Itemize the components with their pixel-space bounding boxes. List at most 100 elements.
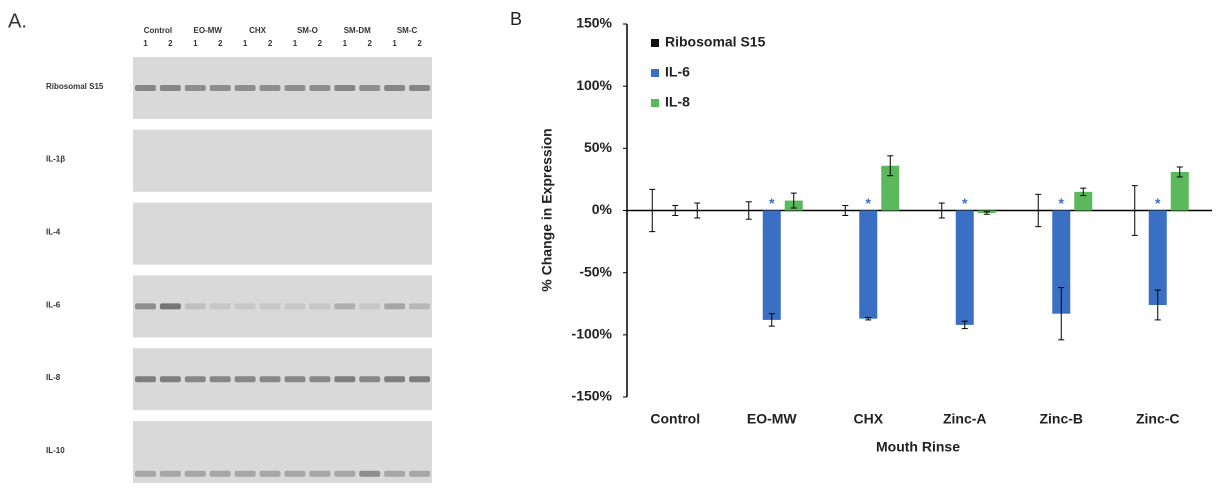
gel-band: [359, 85, 380, 91]
gel-band: [185, 471, 206, 477]
y-tick-label: -50%: [579, 263, 612, 279]
x-tick-label: Control: [650, 411, 700, 427]
lane-label: 2: [417, 39, 422, 48]
gel-band: [260, 85, 281, 91]
x-tick-label: Zinc-C: [1136, 411, 1180, 427]
gel-band: [285, 376, 306, 382]
panel-b: B Mouth Rinse % Change in Expression -15…: [510, 9, 1212, 455]
gel-band: [235, 471, 256, 477]
gel-band: [409, 303, 430, 309]
gel-band: [260, 376, 281, 382]
y-tick-label: 50%: [584, 139, 613, 155]
gel-band: [185, 303, 206, 309]
lane-label: 2: [367, 39, 372, 48]
lane-group-label: Control: [144, 26, 172, 35]
gel-band: [409, 376, 430, 382]
gel-band: [309, 471, 330, 477]
bar: [859, 211, 877, 319]
gel-band: [210, 471, 231, 477]
y-tick-label: -100%: [572, 326, 613, 342]
lane-label: 2: [168, 39, 173, 48]
lane-label: 1: [293, 39, 298, 48]
lane-group-label: SM-C: [397, 26, 418, 35]
gel-band: [160, 303, 181, 309]
panel-label: A.: [8, 10, 27, 32]
gel-band: [285, 85, 306, 91]
legend-swatch: [651, 69, 659, 77]
gel-band: [210, 303, 231, 309]
legend-label: IL-6: [665, 64, 690, 80]
row-label: IL-6: [46, 300, 61, 309]
gel-band: [285, 471, 306, 477]
lane-label: 1: [243, 39, 248, 48]
gel-band: [160, 85, 181, 91]
panel-label: B: [510, 9, 522, 29]
gel-band: [384, 471, 405, 477]
gel-band: [160, 471, 181, 477]
gel-band: [334, 376, 355, 382]
significance-mark: *: [1059, 195, 1065, 211]
gel-band: [334, 85, 355, 91]
gel-band: [359, 471, 380, 477]
gel-band: [359, 376, 380, 382]
row-label: IL-1β: [46, 155, 65, 164]
row-label: Ribosomal S15: [46, 82, 104, 91]
y-tick-label: 100%: [576, 77, 612, 93]
lane-label: 2: [318, 39, 323, 48]
gel-band: [260, 303, 281, 309]
gel-band: [409, 85, 430, 91]
bar: [763, 211, 781, 320]
y-axis-title: % Change in Expression: [539, 128, 555, 291]
significance-mark: *: [866, 195, 872, 211]
x-axis-title: Mouth Rinse: [876, 439, 960, 455]
lane-label: 1: [343, 39, 348, 48]
lane-group-label: SM-O: [297, 26, 318, 35]
gel-band: [235, 303, 256, 309]
legend-label: Ribosomal S15: [665, 34, 766, 50]
lane-label: 1: [193, 39, 198, 48]
bar: [956, 211, 974, 325]
row-label: IL-4: [46, 227, 61, 236]
page: A. Control12EO-MW12CHX12SM-O12SM-DM12SM-…: [0, 0, 1217, 489]
gel-band: [135, 303, 156, 309]
gel-band: [185, 376, 206, 382]
gel-band: [409, 471, 430, 477]
gel-strip: [133, 130, 432, 192]
row-label: IL-10: [46, 446, 65, 455]
gel-band: [235, 376, 256, 382]
gel-band: [185, 85, 206, 91]
gel-band: [334, 303, 355, 309]
figure: A. Control12EO-MW12CHX12SM-O12SM-DM12SM-…: [0, 0, 1217, 489]
x-tick-label: Zinc-B: [1039, 411, 1083, 427]
bar: [1171, 172, 1189, 211]
gel-band: [384, 376, 405, 382]
x-tick-label: Zinc-A: [943, 411, 987, 427]
row-label: IL-8: [46, 373, 61, 382]
gel-band: [135, 471, 156, 477]
gel-band: [235, 85, 256, 91]
gel-band: [384, 303, 405, 309]
significance-mark: *: [962, 195, 968, 211]
legend-swatch: [651, 39, 659, 47]
gel-band: [309, 303, 330, 309]
gel-band: [260, 471, 281, 477]
gel-band: [210, 85, 231, 91]
gel-band: [135, 376, 156, 382]
x-tick-label: EO-MW: [747, 411, 798, 427]
lane-group-label: CHX: [249, 26, 267, 35]
y-tick-label: 0%: [592, 201, 613, 217]
gel-band: [285, 303, 306, 309]
gel-band: [359, 303, 380, 309]
gel-band: [384, 85, 405, 91]
significance-mark: *: [1155, 195, 1161, 211]
y-tick-label: 150%: [576, 15, 612, 31]
significance-mark: *: [769, 195, 775, 211]
lane-label: 2: [268, 39, 273, 48]
gel-band: [309, 85, 330, 91]
lane-label: 2: [218, 39, 223, 48]
gel-band: [309, 376, 330, 382]
x-tick-label: CHX: [853, 411, 883, 427]
gel-band: [135, 85, 156, 91]
lane-label: 1: [143, 39, 148, 48]
